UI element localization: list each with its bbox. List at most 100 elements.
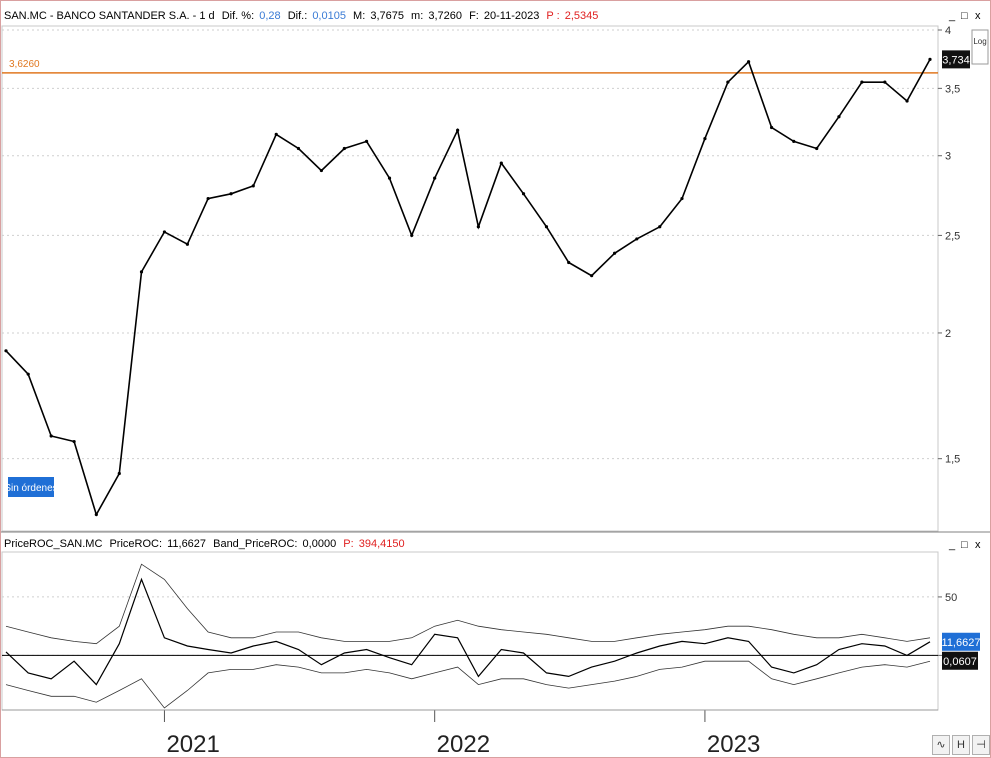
price-tick-label: 1,5 <box>945 454 960 466</box>
last-price-badge-text: 3,734 <box>942 54 970 66</box>
roc-close-button[interactable]: x <box>975 539 981 551</box>
price-point <box>567 260 571 265</box>
main-grid <box>2 29 938 460</box>
price-point <box>747 60 751 64</box>
price-point <box>342 146 346 151</box>
dif-pct-value: 0,28 <box>259 10 280 22</box>
orders-badge[interactable] <box>8 477 54 497</box>
price-point <box>680 196 684 201</box>
roc-minimize-button[interactable]: _ <box>948 539 956 551</box>
main-plot-area <box>1 25 939 532</box>
price-point <box>883 80 887 84</box>
candle-icon[interactable]: H <box>952 735 970 755</box>
price-point <box>815 146 819 151</box>
price-point <box>476 225 480 229</box>
price-point <box>703 136 707 141</box>
price-point <box>590 274 594 278</box>
price-tick-label: 2,5 <box>945 230 960 242</box>
log-button[interactable] <box>971 29 989 65</box>
price-point <box>499 161 503 165</box>
pin-icon[interactable]: ⊣ <box>972 735 990 755</box>
price-point <box>251 184 255 188</box>
price-point <box>905 99 909 103</box>
close-button[interactable]: x <box>975 10 981 22</box>
roc-series <box>5 577 931 686</box>
price-point <box>433 176 437 180</box>
price-point <box>387 176 392 180</box>
bottom-toolbar: ∿ H ⊣ <box>932 735 990 755</box>
year-tick-label: 2023 <box>707 731 760 758</box>
price-tick-label: 2 <box>945 328 951 340</box>
price-point <box>456 128 460 132</box>
band-value-badge <box>942 651 978 670</box>
roc-upper-band <box>5 563 931 645</box>
price-point <box>612 251 617 255</box>
last-price-badge <box>942 50 970 69</box>
price-point <box>658 225 662 229</box>
year-tick-label: 2021 <box>166 731 219 758</box>
price-tick-label: 3 <box>945 151 951 163</box>
date-value: 20-11-2023 <box>484 10 539 22</box>
price-point <box>792 139 796 144</box>
price-series <box>5 59 931 517</box>
price-point <box>319 168 324 173</box>
price-point <box>185 242 189 246</box>
main-price-axis: 1,5 2 2,5 3 3,5 4 <box>938 25 960 466</box>
main-window-buttons: _ □ x <box>948 10 981 22</box>
roc-maximize-button[interactable]: □ <box>961 539 968 551</box>
log-button-label: Log <box>973 37 986 46</box>
wave-icon[interactable]: ∿ <box>932 735 950 755</box>
price-point <box>769 125 774 130</box>
band-value-label: Band_PriceROC: <box>213 538 297 550</box>
roc-title: PriceROC_SAN.MC <box>4 538 102 550</box>
price-points <box>4 57 932 517</box>
roc-window-buttons: _ □ x <box>948 539 981 551</box>
dif-pct-label: Dif. %: <box>222 10 254 22</box>
max-label: M: <box>353 10 365 22</box>
symbol-label: SAN.MC - BANCO SANTANDER S.A. - 1 d <box>4 10 215 22</box>
main-header: SAN.MC - BANCO SANTANDER S.A. - 1 d Dif.… <box>4 10 598 22</box>
band-value: 0,0000 <box>303 538 337 550</box>
dif-value: 0,0105 <box>312 10 346 22</box>
roc-header: PriceROC_SAN.MC PriceROC: 11,6627 Band_P… <box>4 538 405 550</box>
min-label: m: <box>411 10 423 22</box>
minimize-button[interactable]: _ <box>948 10 956 22</box>
main-header-bg <box>1 4 990 24</box>
p-value: 2,5345 <box>565 10 599 22</box>
price-point <box>635 237 639 241</box>
price-point <box>928 57 932 61</box>
min-value: 3,7260 <box>428 10 462 22</box>
dif-label: Dif.: <box>288 10 308 22</box>
price-point <box>206 196 210 201</box>
price-point <box>117 471 121 476</box>
main-panel: SAN.MC - BANCO SANTANDER S.A. - 1 d Dif.… <box>1 4 990 532</box>
price-point <box>837 115 841 119</box>
price-point <box>26 372 30 376</box>
price-point <box>274 132 278 137</box>
price-point <box>94 512 98 517</box>
year-tick-label: 2022 <box>437 731 490 758</box>
price-tick-label: 4 <box>945 25 951 37</box>
time-axis: 2021 2022 2023 <box>2 709 938 758</box>
maximize-button[interactable]: □ <box>961 10 968 22</box>
band-value-badge-text: 0,0607 <box>943 656 977 668</box>
roc-value-badge-text: 11,6627 <box>942 637 981 649</box>
p-label: P : <box>546 10 559 22</box>
price-point <box>229 192 233 196</box>
price-point <box>162 230 167 234</box>
roc-value-badge <box>942 632 980 651</box>
price-point <box>72 439 76 444</box>
roc-lower-band <box>5 660 931 709</box>
price-point <box>521 192 526 196</box>
resistance-label: 3,6260 <box>9 59 40 70</box>
max-value: 3,7675 <box>370 10 404 22</box>
price-point <box>860 80 864 84</box>
roc-tick-label: 50 <box>945 592 957 604</box>
price-point <box>364 139 369 144</box>
orders-badge-text: Sin órdenes <box>4 483 57 494</box>
price-point <box>139 270 144 274</box>
price-point <box>544 225 549 229</box>
date-label: F: <box>469 10 479 22</box>
